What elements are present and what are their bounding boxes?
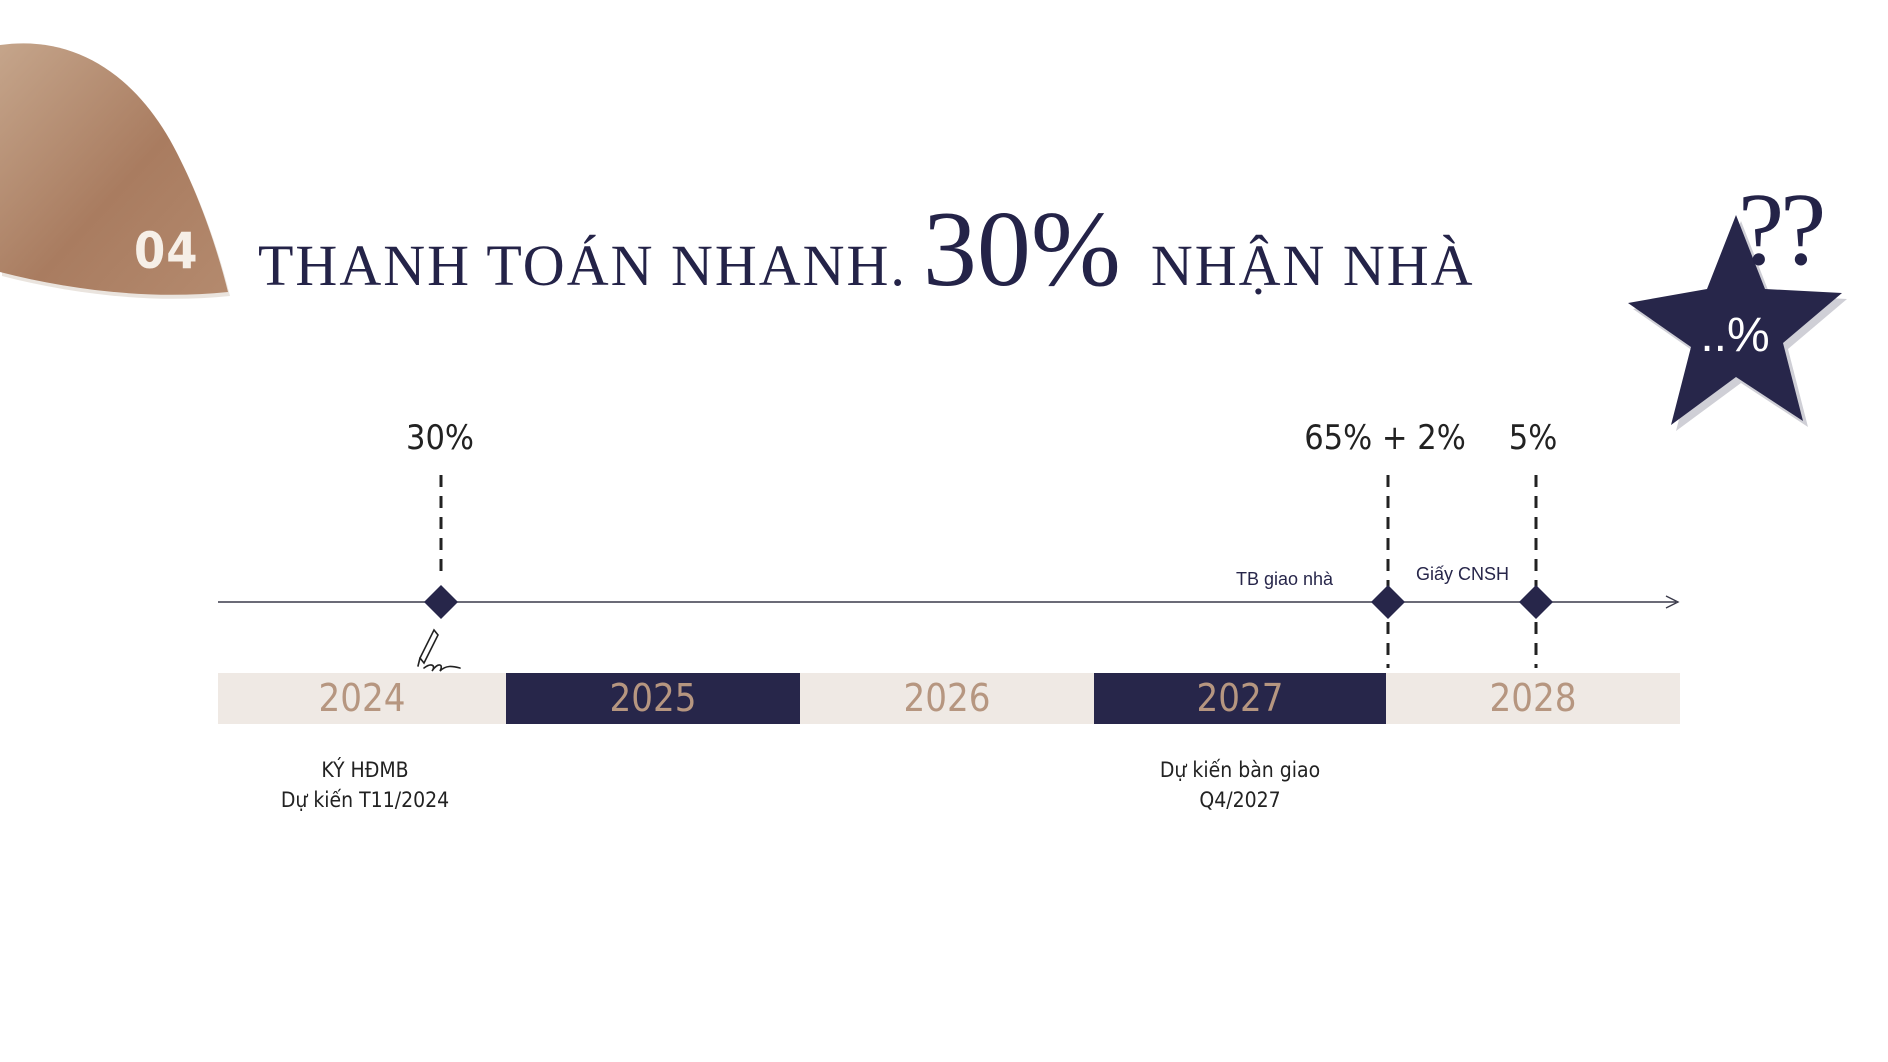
milestone-3-diamond bbox=[1519, 585, 1553, 619]
leaf-decoration bbox=[0, 43, 230, 299]
title-part-1: THANH TOÁN NHANH. bbox=[258, 233, 907, 298]
timeline-arrow-icon bbox=[1665, 595, 1680, 609]
signature-pen-icon bbox=[417, 628, 461, 672]
star-badge-label: ..% bbox=[1700, 309, 1770, 362]
milestone-2-percent: 65% + 2% bbox=[1304, 418, 1466, 458]
milestone-3-percent: 5% bbox=[1508, 418, 1558, 458]
section-number: 04 bbox=[134, 222, 199, 280]
year-segment-2026: 2026 bbox=[800, 673, 1094, 724]
milestone-3-label: Giấy CNSH bbox=[1416, 564, 1510, 584]
year-segment-2028: 2028 bbox=[1386, 673, 1680, 724]
milestone-1-diamond bbox=[424, 585, 458, 619]
page-title: THANH TOÁN NHANH. 30% NHẬN NHÀ bbox=[258, 196, 1475, 304]
caption-handover-line-1: Dự kiến bàn giao bbox=[1159, 758, 1321, 782]
caption-handover-line-2: Q4/2027 bbox=[1199, 788, 1281, 812]
question-marks: ?? bbox=[1738, 172, 1826, 287]
caption-signing-line-1: KÝ HĐMB bbox=[321, 758, 409, 782]
year-segment-2027: 2027 bbox=[1094, 673, 1386, 724]
year-segment-2025: 2025 bbox=[506, 673, 800, 724]
milestone-2-diamond bbox=[1371, 585, 1405, 619]
title-part-3: NHẬN NHÀ bbox=[1150, 233, 1475, 298]
star-badge-icon bbox=[1628, 215, 1847, 431]
milestone-2-label: TB giao nhà bbox=[1236, 569, 1334, 589]
year-segment-2024: 2024 bbox=[218, 673, 506, 724]
title-highlight-percent: 30% bbox=[922, 190, 1121, 309]
caption-signing: KÝ HĐMB Dự kiến T11/2024 bbox=[205, 755, 525, 815]
milestone-1-percent: 30% bbox=[406, 418, 474, 458]
caption-signing-line-2: Dự kiến T11/2024 bbox=[280, 788, 450, 812]
caption-handover: Dự kiến bàn giao Q4/2027 bbox=[1080, 755, 1400, 815]
